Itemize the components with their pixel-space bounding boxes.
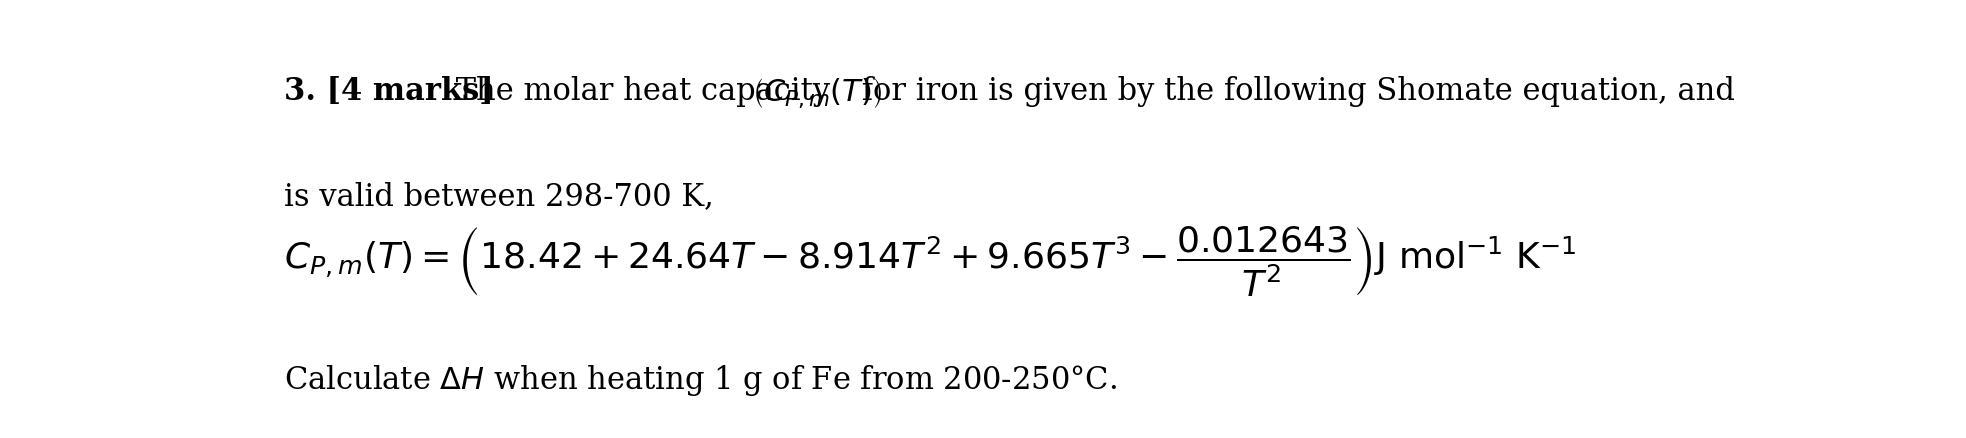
- Text: Calculate $\Delta H$ when heating 1 g of Fe from 200-250°C.: Calculate $\Delta H$ when heating 1 g of…: [283, 363, 1117, 398]
- Text: $C_{P,m}\left(T\right)=\left(18.42+24.64T-8.914T^{2}+9.665T^{3}-\dfrac{0.012643}: $C_{P,m}\left(T\right)=\left(18.42+24.64…: [283, 224, 1577, 299]
- Text: for iron is given by the following Shomate equation, and: for iron is given by the following Shoma…: [853, 76, 1736, 107]
- Text: is valid between 298-700 K,: is valid between 298-700 K,: [283, 181, 714, 212]
- Text: $\left(C_{P,m}\left(T\right)\right)$: $\left(C_{P,m}\left(T\right)\right)$: [751, 76, 881, 111]
- Text: 3. [4 marks]: 3. [4 marks]: [283, 76, 493, 107]
- Text: The molar heat capacity: The molar heat capacity: [446, 76, 839, 107]
